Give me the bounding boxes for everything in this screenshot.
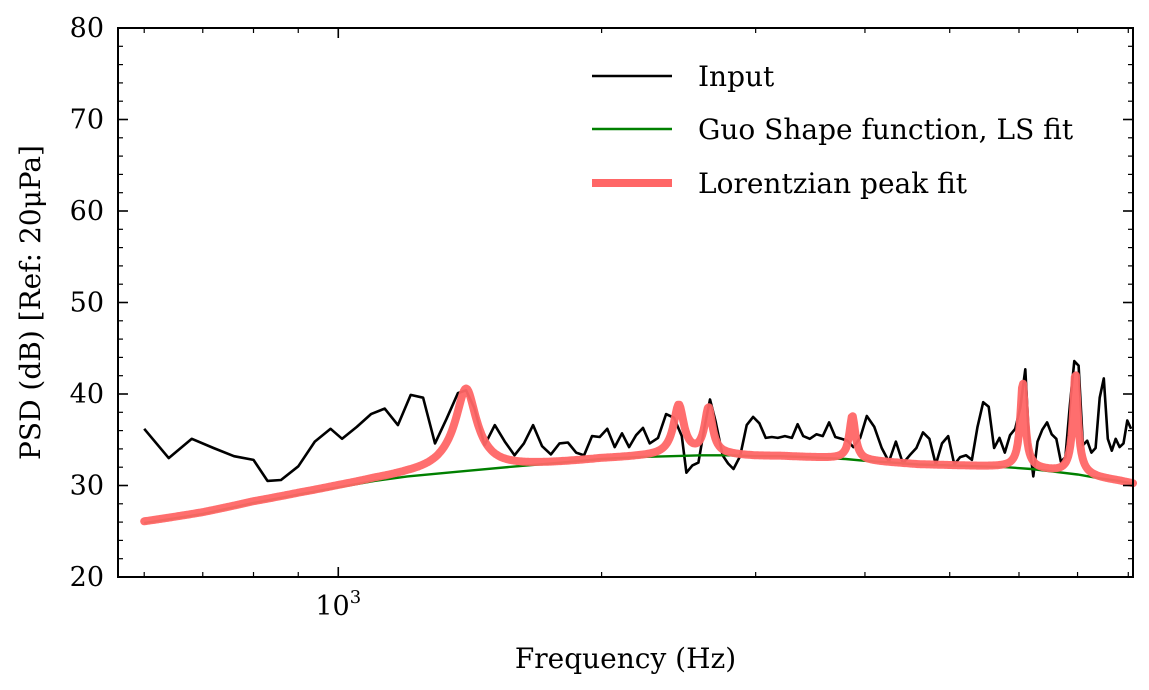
- ticks-layer: [118, 27, 1133, 578]
- series-line-lorentzian-fit: [140, 371, 1137, 526]
- legend-label: Lorentzian peak fit: [698, 167, 968, 200]
- y-tick-label: 30: [70, 471, 104, 502]
- y-tick-label: 50: [70, 288, 104, 319]
- y-tick-labels: 20 30 40 50 60 70 80: [70, 13, 104, 593]
- y-tick-label: 20: [70, 562, 104, 593]
- y-tick-label: 80: [70, 13, 104, 44]
- series-layer: [140, 359, 1137, 526]
- legend: Input Guo Shape function, LS fit Lorentzia…: [592, 60, 1074, 200]
- legend-label: Input: [698, 60, 775, 93]
- y-tick-label: 40: [70, 379, 104, 410]
- y-tick-label: 60: [70, 196, 104, 227]
- x-axis-label: Frequency (Hz): [515, 642, 736, 675]
- legend-label: Guo Shape function, LS fit: [698, 113, 1074, 146]
- y-tick-label: 70: [70, 105, 104, 136]
- y-axis-label: PSD (dB) [Ref: 20μPa]: [14, 145, 47, 460]
- x-tick-label: 103: [315, 587, 361, 622]
